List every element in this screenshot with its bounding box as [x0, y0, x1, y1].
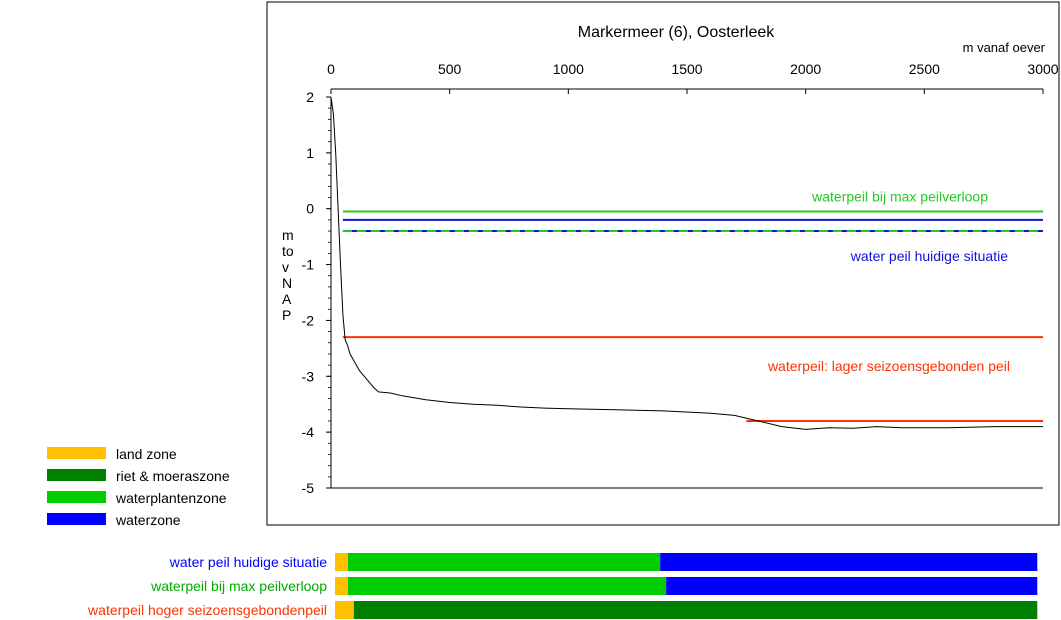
legend-swatch: [47, 491, 106, 503]
zone-bar-label: waterpeil bij max peilverloop: [150, 578, 327, 594]
zone-bar-segment: [666, 577, 1038, 595]
x-tick-label: 500: [438, 61, 462, 77]
water-level-label: waterpeil: lager seizoensgebonden peil: [767, 358, 1010, 374]
chart-title: Markermeer (6), Oosterleek: [578, 24, 775, 41]
zone-bar-segment: [347, 577, 667, 595]
y-tick-label: 1: [306, 145, 314, 161]
x-tick-label: 2500: [909, 61, 940, 77]
zone-bar-segment: [347, 553, 661, 571]
y-tick-label: -4: [302, 424, 315, 440]
water-level-label: waterpeil bij max peilverloop: [811, 189, 988, 205]
legend-label: riet & moeraszone: [116, 468, 230, 484]
legend-swatch: [47, 469, 106, 481]
y-axis-label: m to v N A P: [282, 227, 294, 323]
depth-profile-line: [330, 96, 1043, 430]
legend-swatch: [47, 447, 106, 459]
zone-bar-label: water peil huidige situatie: [169, 554, 327, 570]
zone-bars: water peil huidige situatie waterpeil bij…: [87, 553, 1038, 619]
y-tick-label: 0: [306, 201, 314, 217]
zone-bar-label: waterpeil hoger seizoensgebondenpeil: [87, 602, 327, 618]
y-tick-label: -5: [302, 480, 315, 496]
legend: land zone riet & moeraszone waterplantenzo…: [47, 446, 230, 528]
plot-area: 0 500 1000 1500 2000 2500 3000 2 1 0 -1 -2 -3 -4 -5 m to…: [282, 61, 1059, 496]
x-axis-label: m vanaf oever: [963, 40, 1046, 55]
x-tick-label: 0: [327, 61, 335, 77]
water-level-label: water peil huidige situatie: [850, 248, 1008, 264]
zone-bar-segment: [660, 553, 1038, 571]
zone-bar-segment: [335, 577, 348, 595]
zone-bar-segment: [335, 553, 348, 571]
legend-label: waterplantenzone: [115, 490, 227, 506]
y-tick-label: -3: [302, 368, 315, 384]
legend-swatch: [47, 513, 106, 525]
y-tick-label: -2: [302, 312, 315, 328]
zone-bar-segment: [353, 601, 1038, 619]
x-tick-label: 1500: [671, 61, 702, 77]
legend-label: waterzone: [115, 512, 181, 528]
y-tick-label: -1: [302, 257, 315, 273]
zone-bar-segment: [335, 601, 354, 619]
x-tick-label: 1000: [553, 61, 584, 77]
legend-label: land zone: [116, 446, 177, 462]
x-tick-label: 2000: [790, 61, 821, 77]
x-tick-label: 3000: [1027, 61, 1058, 77]
y-tick-label: 2: [306, 89, 314, 105]
